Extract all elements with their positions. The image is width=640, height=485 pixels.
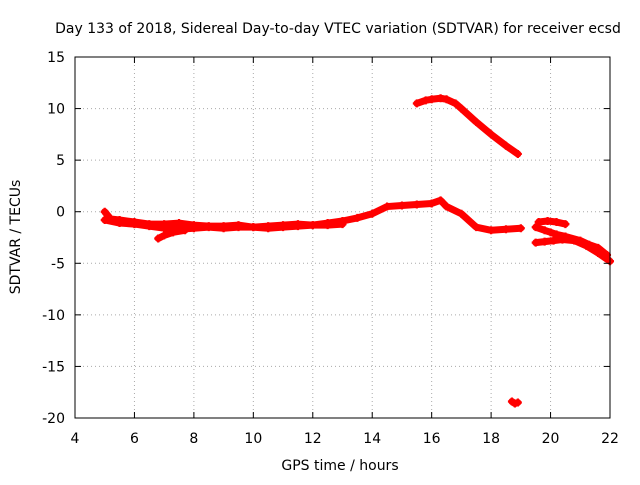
- data-point: [531, 238, 540, 247]
- series-band: [154, 226, 189, 243]
- data-point: [546, 228, 555, 237]
- data-point: [513, 149, 522, 158]
- data-point: [457, 104, 466, 113]
- data-point: [594, 248, 603, 257]
- data-point: [160, 224, 169, 233]
- data-point: [472, 117, 481, 126]
- data-point: [308, 221, 317, 230]
- data-point: [234, 223, 243, 232]
- series-dip-branch: [154, 226, 189, 243]
- x-tick-label: 18: [482, 431, 500, 447]
- data-point: [412, 99, 421, 108]
- data-point: [552, 218, 561, 227]
- data-point: [219, 224, 228, 233]
- data-point: [338, 220, 347, 229]
- y-tick-label: -10: [42, 308, 65, 324]
- data-point: [204, 223, 213, 232]
- data-point: [180, 226, 189, 235]
- data-point: [368, 209, 377, 218]
- data-point: [570, 236, 579, 245]
- data-point: [100, 207, 109, 216]
- series-upper-arc: [412, 94, 522, 158]
- x-tick-label: 14: [363, 431, 381, 447]
- data-layer: [100, 94, 614, 408]
- plot-frame: [74, 56, 611, 419]
- data-point: [189, 224, 198, 233]
- y-axis-label: SDTVAR / TECUs: [8, 180, 24, 295]
- x-tick-label: 20: [542, 431, 560, 447]
- data-point: [531, 223, 540, 232]
- y-tick-label: 10: [47, 102, 65, 118]
- data-point: [279, 223, 288, 232]
- y-tick-label: -5: [51, 256, 65, 272]
- data-point: [353, 213, 362, 222]
- y-tick-label: 5: [56, 153, 65, 169]
- data-point: [427, 95, 436, 104]
- data-point: [534, 218, 543, 227]
- series-late-lower: [531, 235, 614, 266]
- tick-layer: 4 6 8 10 12 14 16 18 20 22 15 10 5 0 -5 -10 -15 -20: [42, 50, 619, 447]
- data-point: [516, 224, 525, 233]
- data-point: [293, 222, 302, 231]
- data-point: [540, 226, 549, 235]
- data-point: [558, 235, 567, 244]
- data-point: [436, 196, 445, 205]
- data-point: [323, 221, 332, 230]
- y-tick-label: 0: [56, 205, 65, 221]
- data-point: [383, 202, 392, 211]
- data-point: [543, 216, 552, 225]
- y-tick-label: -15: [42, 359, 65, 375]
- series-outlier-cluster: [507, 397, 522, 408]
- grid-layer: [75, 57, 610, 418]
- x-tick-label: 10: [244, 431, 262, 447]
- data-point: [561, 220, 570, 229]
- x-tick-label: 4: [71, 431, 80, 447]
- data-point: [264, 224, 273, 233]
- y-tick-label: 15: [47, 50, 65, 66]
- series-lower-branch: [100, 215, 347, 234]
- x-tick-label: 22: [601, 431, 619, 447]
- data-point: [487, 226, 496, 235]
- data-point: [582, 241, 591, 250]
- data-point: [160, 231, 169, 240]
- data-point: [169, 228, 178, 237]
- data-point: [549, 236, 558, 245]
- data-point: [501, 141, 510, 150]
- data-point: [249, 223, 258, 232]
- chart-title: Day 133 of 2018, Sidereal Day-to-day VTE…: [55, 21, 621, 37]
- x-tick-label: 16: [423, 431, 441, 447]
- x-tick-label: 12: [304, 431, 322, 447]
- y-tick-label: -20: [42, 411, 65, 427]
- data-point: [130, 220, 139, 229]
- data-point: [115, 219, 124, 228]
- data-point: [540, 237, 549, 246]
- data-point: [100, 215, 109, 224]
- data-point: [472, 223, 481, 232]
- data-point: [513, 398, 522, 407]
- data-point: [412, 200, 421, 209]
- data-point: [397, 201, 406, 210]
- data-point: [451, 99, 460, 108]
- x-axis-label: GPS time / hours: [281, 458, 398, 474]
- x-tick-label: 6: [130, 431, 139, 447]
- data-point: [442, 95, 451, 104]
- x-tick-label: 8: [189, 431, 198, 447]
- data-point: [457, 209, 466, 218]
- data-point: [442, 202, 451, 211]
- data-point: [427, 199, 436, 208]
- data-point: [501, 225, 510, 234]
- series-band: [535, 217, 569, 228]
- data-point: [145, 222, 154, 231]
- data-point: [487, 130, 496, 139]
- series-late-upper: [534, 216, 570, 229]
- data-point: [154, 234, 163, 243]
